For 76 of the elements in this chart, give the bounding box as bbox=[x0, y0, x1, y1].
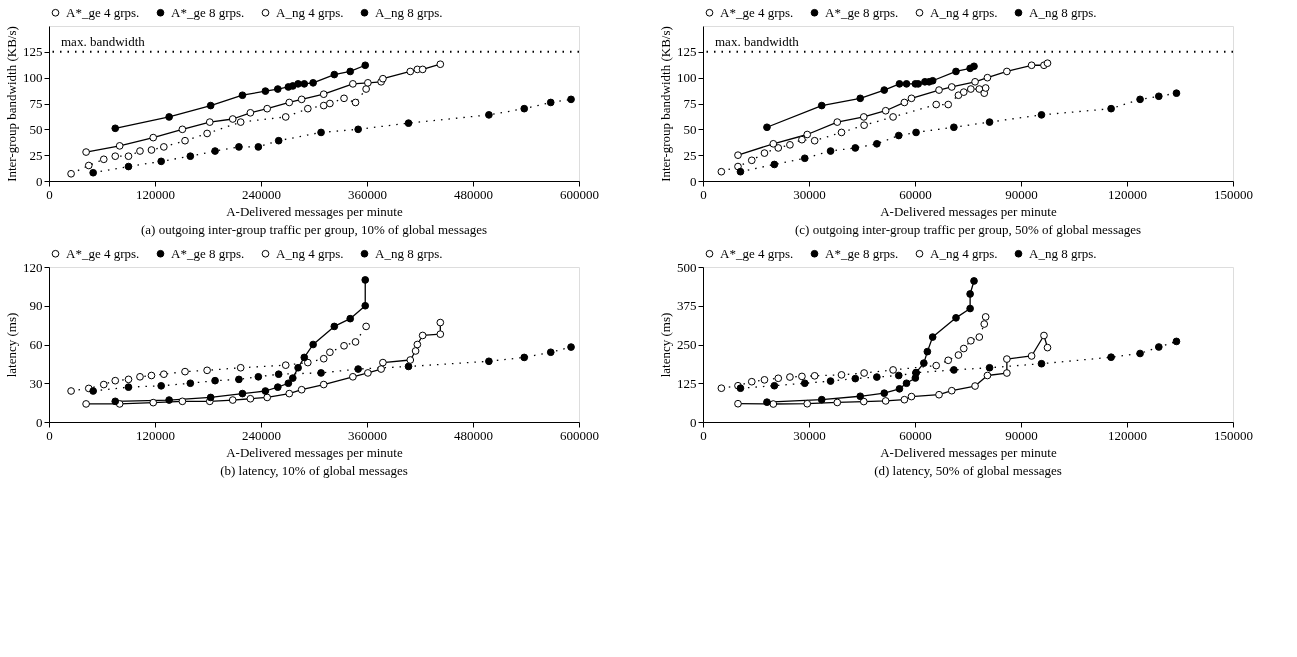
legend-label: A_ng 8 grps. bbox=[375, 245, 443, 261]
x-axis-title: A-Delivered messages per minute bbox=[226, 444, 403, 460]
legend-label: A*_ge 4 grps. bbox=[720, 4, 794, 20]
y-tick-label: 30 bbox=[29, 375, 43, 391]
x-tick-label: 60000 bbox=[899, 427, 932, 443]
y-tick-label: 120 bbox=[23, 259, 43, 275]
x-axis-title: A-Delivered messages per minute bbox=[880, 203, 1057, 219]
y-tick-label: 0 bbox=[36, 173, 43, 189]
ref-line-label: max. bandwidth bbox=[61, 33, 146, 49]
y-tick-label: 25 bbox=[683, 147, 697, 163]
x-tick-label: 60000 bbox=[899, 186, 932, 202]
x-tick-label: 360000 bbox=[348, 427, 387, 443]
x-tick-label: 120000 bbox=[1108, 186, 1147, 202]
y-tick-label: 0 bbox=[690, 414, 697, 430]
x-tick-label: 600000 bbox=[560, 186, 599, 202]
x-tick-label: 0 bbox=[46, 186, 53, 202]
x-tick-label: 600000 bbox=[560, 427, 599, 443]
x-tick-label: 120000 bbox=[136, 186, 175, 202]
legend-label: A*_ge 4 grps. bbox=[66, 4, 140, 20]
y-tick-label: 90 bbox=[29, 298, 43, 314]
ref-line-label: max. bandwidth bbox=[715, 33, 800, 49]
y-axis-title: latency (ms) bbox=[658, 312, 673, 378]
legend-label: A*_ge 4 grps. bbox=[720, 245, 794, 261]
x-tick-label: 240000 bbox=[242, 427, 281, 443]
y-tick-label: 250 bbox=[677, 337, 697, 352]
legend-label: A*_ge 8 grps. bbox=[171, 245, 245, 261]
y-tick-label: 500 bbox=[677, 259, 697, 275]
x-tick-label: 150000 bbox=[1214, 427, 1253, 443]
x-tick-label: 120000 bbox=[136, 427, 175, 443]
x-tick-label: 30000 bbox=[793, 186, 826, 202]
y-tick-label: 125 bbox=[677, 44, 697, 60]
x-tick-label: 90000 bbox=[1005, 186, 1038, 202]
text: (a) outgoing inter-group traffic per group, 10% of global messages bbox=[140, 222, 488, 237]
legend-label: A*_ge 8 grps. bbox=[825, 245, 899, 261]
y-tick-label: 125 bbox=[677, 375, 697, 391]
y-tick-label: 75 bbox=[683, 96, 697, 111]
text: (b) latency, 10% of global messages bbox=[220, 463, 408, 478]
legend-label: A_ng 4 grps. bbox=[930, 245, 998, 261]
text: (c) outgoing inter-group traffic per group, 50% of global messages bbox=[794, 222, 1142, 237]
x-tick-label: 240000 bbox=[242, 186, 281, 202]
legend-label: A*_ge 8 grps. bbox=[171, 4, 245, 20]
legend-label: A_ng 8 grps. bbox=[1029, 245, 1097, 261]
y-tick-label: 75 bbox=[29, 96, 43, 111]
y-tick-label: 375 bbox=[677, 298, 697, 314]
y-tick-label: 100 bbox=[23, 70, 43, 86]
x-tick-label: 30000 bbox=[793, 427, 826, 443]
x-tick-label: 120000 bbox=[1108, 427, 1147, 443]
y-axis-title: Inter-group bandwidth (KB/s) bbox=[4, 26, 19, 182]
x-axis-title: A-Delivered messages per minute bbox=[880, 444, 1057, 460]
y-tick-label: 25 bbox=[29, 147, 43, 163]
x-tick-label: 0 bbox=[700, 427, 707, 443]
x-tick-label: 0 bbox=[700, 186, 707, 202]
x-axis-title: A-Delivered messages per minute bbox=[226, 203, 403, 219]
y-tick-label: 0 bbox=[690, 173, 697, 189]
y-tick-label: 50 bbox=[683, 121, 697, 137]
y-tick-label: 100 bbox=[677, 70, 697, 86]
legend-label: A_ng 4 grps. bbox=[930, 4, 998, 20]
legend-label: A_ng 4 grps. bbox=[276, 4, 344, 20]
legend-label: A_ng 8 grps. bbox=[1029, 4, 1097, 20]
legend-label: A*_ge 4 grps. bbox=[66, 245, 140, 261]
x-tick-label: 150000 bbox=[1214, 186, 1253, 202]
y-tick-label: 0 bbox=[36, 414, 43, 430]
legend-label: A*_ge 8 grps. bbox=[825, 4, 899, 20]
x-tick-label: 0 bbox=[46, 427, 53, 443]
x-tick-label: 90000 bbox=[1005, 427, 1038, 443]
x-tick-label: 360000 bbox=[348, 186, 387, 202]
text: (d) latency, 50% of global messages bbox=[874, 463, 1062, 478]
y-tick-label: 50 bbox=[29, 121, 43, 137]
y-axis-title: Inter-group bandwidth (KB/s) bbox=[658, 26, 673, 182]
legend-label: A_ng 4 grps. bbox=[276, 245, 344, 261]
legend-label: A_ng 8 grps. bbox=[375, 4, 443, 20]
x-tick-label: 480000 bbox=[454, 186, 493, 202]
y-axis-title: latency (ms) bbox=[4, 312, 19, 378]
x-tick-label: 480000 bbox=[454, 427, 493, 443]
y-tick-label: 60 bbox=[29, 337, 43, 352]
y-tick-label: 125 bbox=[23, 44, 43, 60]
